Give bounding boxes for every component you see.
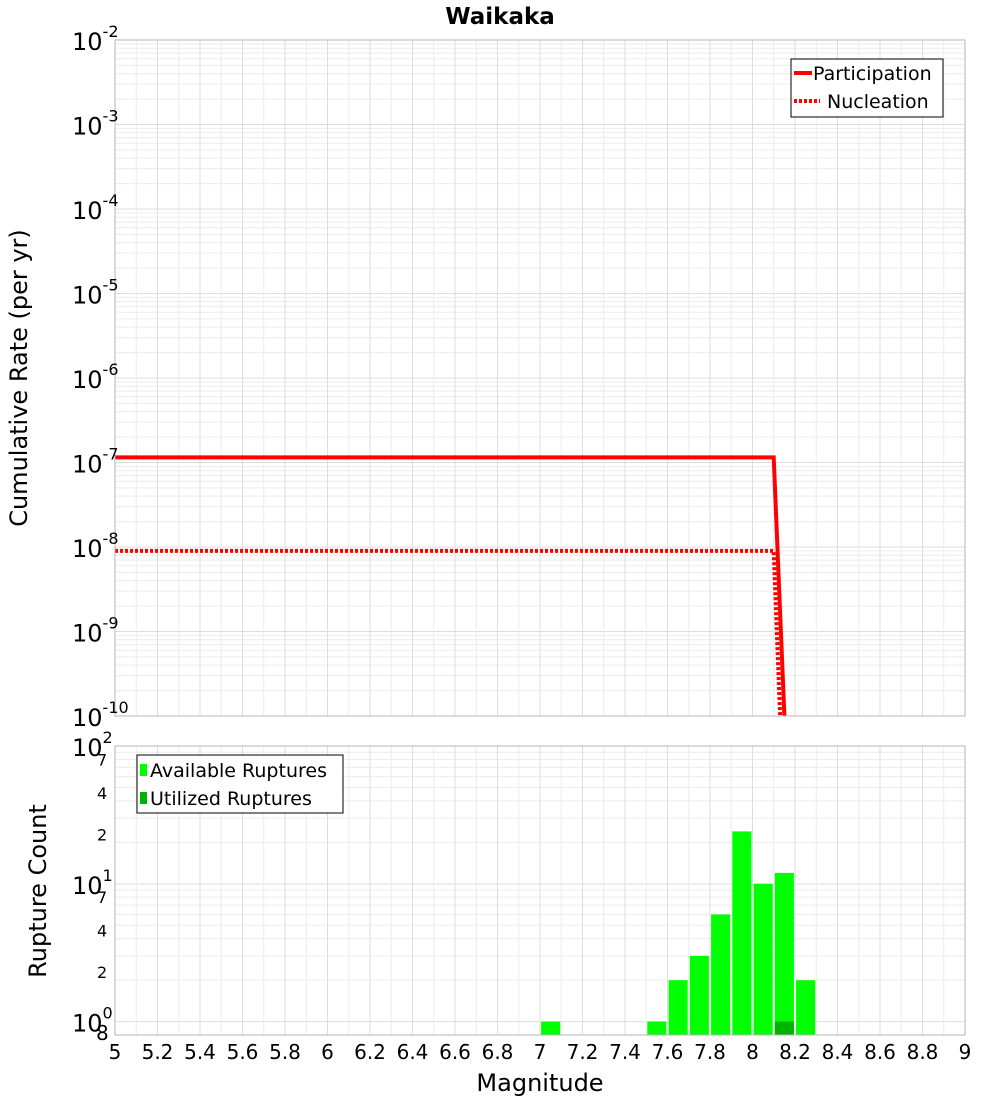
bottom-y-tick-label: 4 xyxy=(97,922,107,941)
bottom-legend: Available Ruptures Utilized Ruptures xyxy=(136,754,344,814)
top-y-tick-label: 10-6 xyxy=(72,360,119,394)
x-tick-label: 8.8 xyxy=(907,1040,939,1064)
bar-available xyxy=(647,1021,667,1035)
x-tick-label: 8 xyxy=(746,1040,759,1064)
bar-available xyxy=(541,1021,561,1035)
bottom-y-tick-label: 4 xyxy=(97,784,107,803)
x-tick-label: 7.6 xyxy=(652,1040,684,1064)
legend-label-participation: Participation xyxy=(813,63,932,85)
x-tick-label: 5.8 xyxy=(269,1040,301,1064)
cumulative-rate-panel: 10-2 10-3 10-4 10-5 10-6 10-7 10-8 10-9 10-10 Cu… xyxy=(5,22,966,732)
x-tick-label: 6.6 xyxy=(439,1040,471,1064)
series-line-participation xyxy=(115,455,787,717)
legend-label-utilized: Utilized Ruptures xyxy=(150,788,312,810)
bottom-y-tick-label: 2 xyxy=(97,825,107,844)
bottom-y-tick-label: 101 xyxy=(72,866,113,900)
top-y-tick-label: 10-4 xyxy=(72,191,119,225)
top-y-tick-labels: 10-2 10-3 10-4 10-5 10-6 10-7 10-8 10-9 10-10 xyxy=(72,22,129,732)
top-y-tick-label: 10-8 xyxy=(72,529,119,563)
bottom-y-tick-label: 8 xyxy=(96,1021,109,1045)
x-tick-label: 8.4 xyxy=(822,1040,854,1064)
x-tick-label: 5.4 xyxy=(184,1040,216,1064)
top-y-tick-label: 10-2 xyxy=(72,22,119,56)
top-y-tick-label: 10-7 xyxy=(72,445,119,479)
bar-available xyxy=(774,872,794,1035)
bar-available xyxy=(796,980,816,1035)
top-y-axis-label: Cumulative Rate (per yr) xyxy=(5,229,33,527)
bottom-y-tick-label: 102 xyxy=(72,728,113,762)
x-axis-label: Magnitude xyxy=(476,1069,603,1097)
legend-label-available: Available Ruptures xyxy=(150,760,327,782)
top-grid xyxy=(114,39,966,717)
x-tick-label: 6.2 xyxy=(354,1040,386,1064)
bottom-legend-box xyxy=(136,754,344,814)
bar-available xyxy=(753,883,773,1035)
bar-available xyxy=(668,980,688,1035)
x-tick-label: 7.4 xyxy=(609,1040,641,1064)
top-plot-border xyxy=(114,39,966,717)
x-tick-label: 7.2 xyxy=(567,1040,599,1064)
bar-available xyxy=(732,831,752,1035)
bar-available xyxy=(689,955,709,1035)
top-y-tick-label: 10-9 xyxy=(72,614,119,648)
chart-title: Waikaka xyxy=(445,4,555,30)
top-legend-box xyxy=(790,58,944,118)
bar-utilized xyxy=(774,1021,794,1035)
x-tick-label: 6.4 xyxy=(397,1040,429,1064)
x-tick-label: 7 xyxy=(534,1040,547,1064)
top-series xyxy=(115,455,787,717)
x-tick-label: 5.2 xyxy=(142,1040,174,1064)
bottom-y-tick-label: 100 xyxy=(72,1004,113,1038)
bar-available xyxy=(711,914,731,1035)
bottom-grid xyxy=(114,745,966,1035)
x-tick-label: 5.6 xyxy=(227,1040,259,1064)
bottom-bars xyxy=(541,831,816,1035)
x-tick-label: 6 xyxy=(321,1040,334,1064)
top-y-tick-label: 10-3 xyxy=(72,107,119,141)
x-tick-label: 9 xyxy=(959,1040,972,1064)
x-tick-label: 7.8 xyxy=(694,1040,726,1064)
legend-swatch-available xyxy=(140,764,147,776)
top-y-tick-label: 10-5 xyxy=(72,276,119,310)
bottom-plot-border xyxy=(114,745,966,1036)
top-y-tick-label: 10-10 xyxy=(72,698,129,732)
legend-swatch-utilized xyxy=(140,792,147,804)
x-tick-label: 8.6 xyxy=(864,1040,896,1064)
bottom-y-tick-label: 7 xyxy=(97,750,107,769)
bottom-y-tick-label: 2 xyxy=(97,963,107,982)
legend-label-nucleation: Nucleation xyxy=(827,91,929,113)
bottom-y-axis-label: Rupture Count xyxy=(24,804,52,978)
top-legend: Participation Nucleation xyxy=(790,58,944,118)
x-tick-label: 6.8 xyxy=(482,1040,514,1064)
x-tick-label: 5 xyxy=(109,1040,122,1064)
x-tick-labels: 5 5.2 5.4 5.6 5.8 6 6.2 6.4 6.6 6.8 7 7.2 7.4 7.6 7.8 8… xyxy=(109,1040,972,1064)
bottom-y-tick-label: 7 xyxy=(97,888,107,907)
x-tick-label: 8.2 xyxy=(779,1040,811,1064)
